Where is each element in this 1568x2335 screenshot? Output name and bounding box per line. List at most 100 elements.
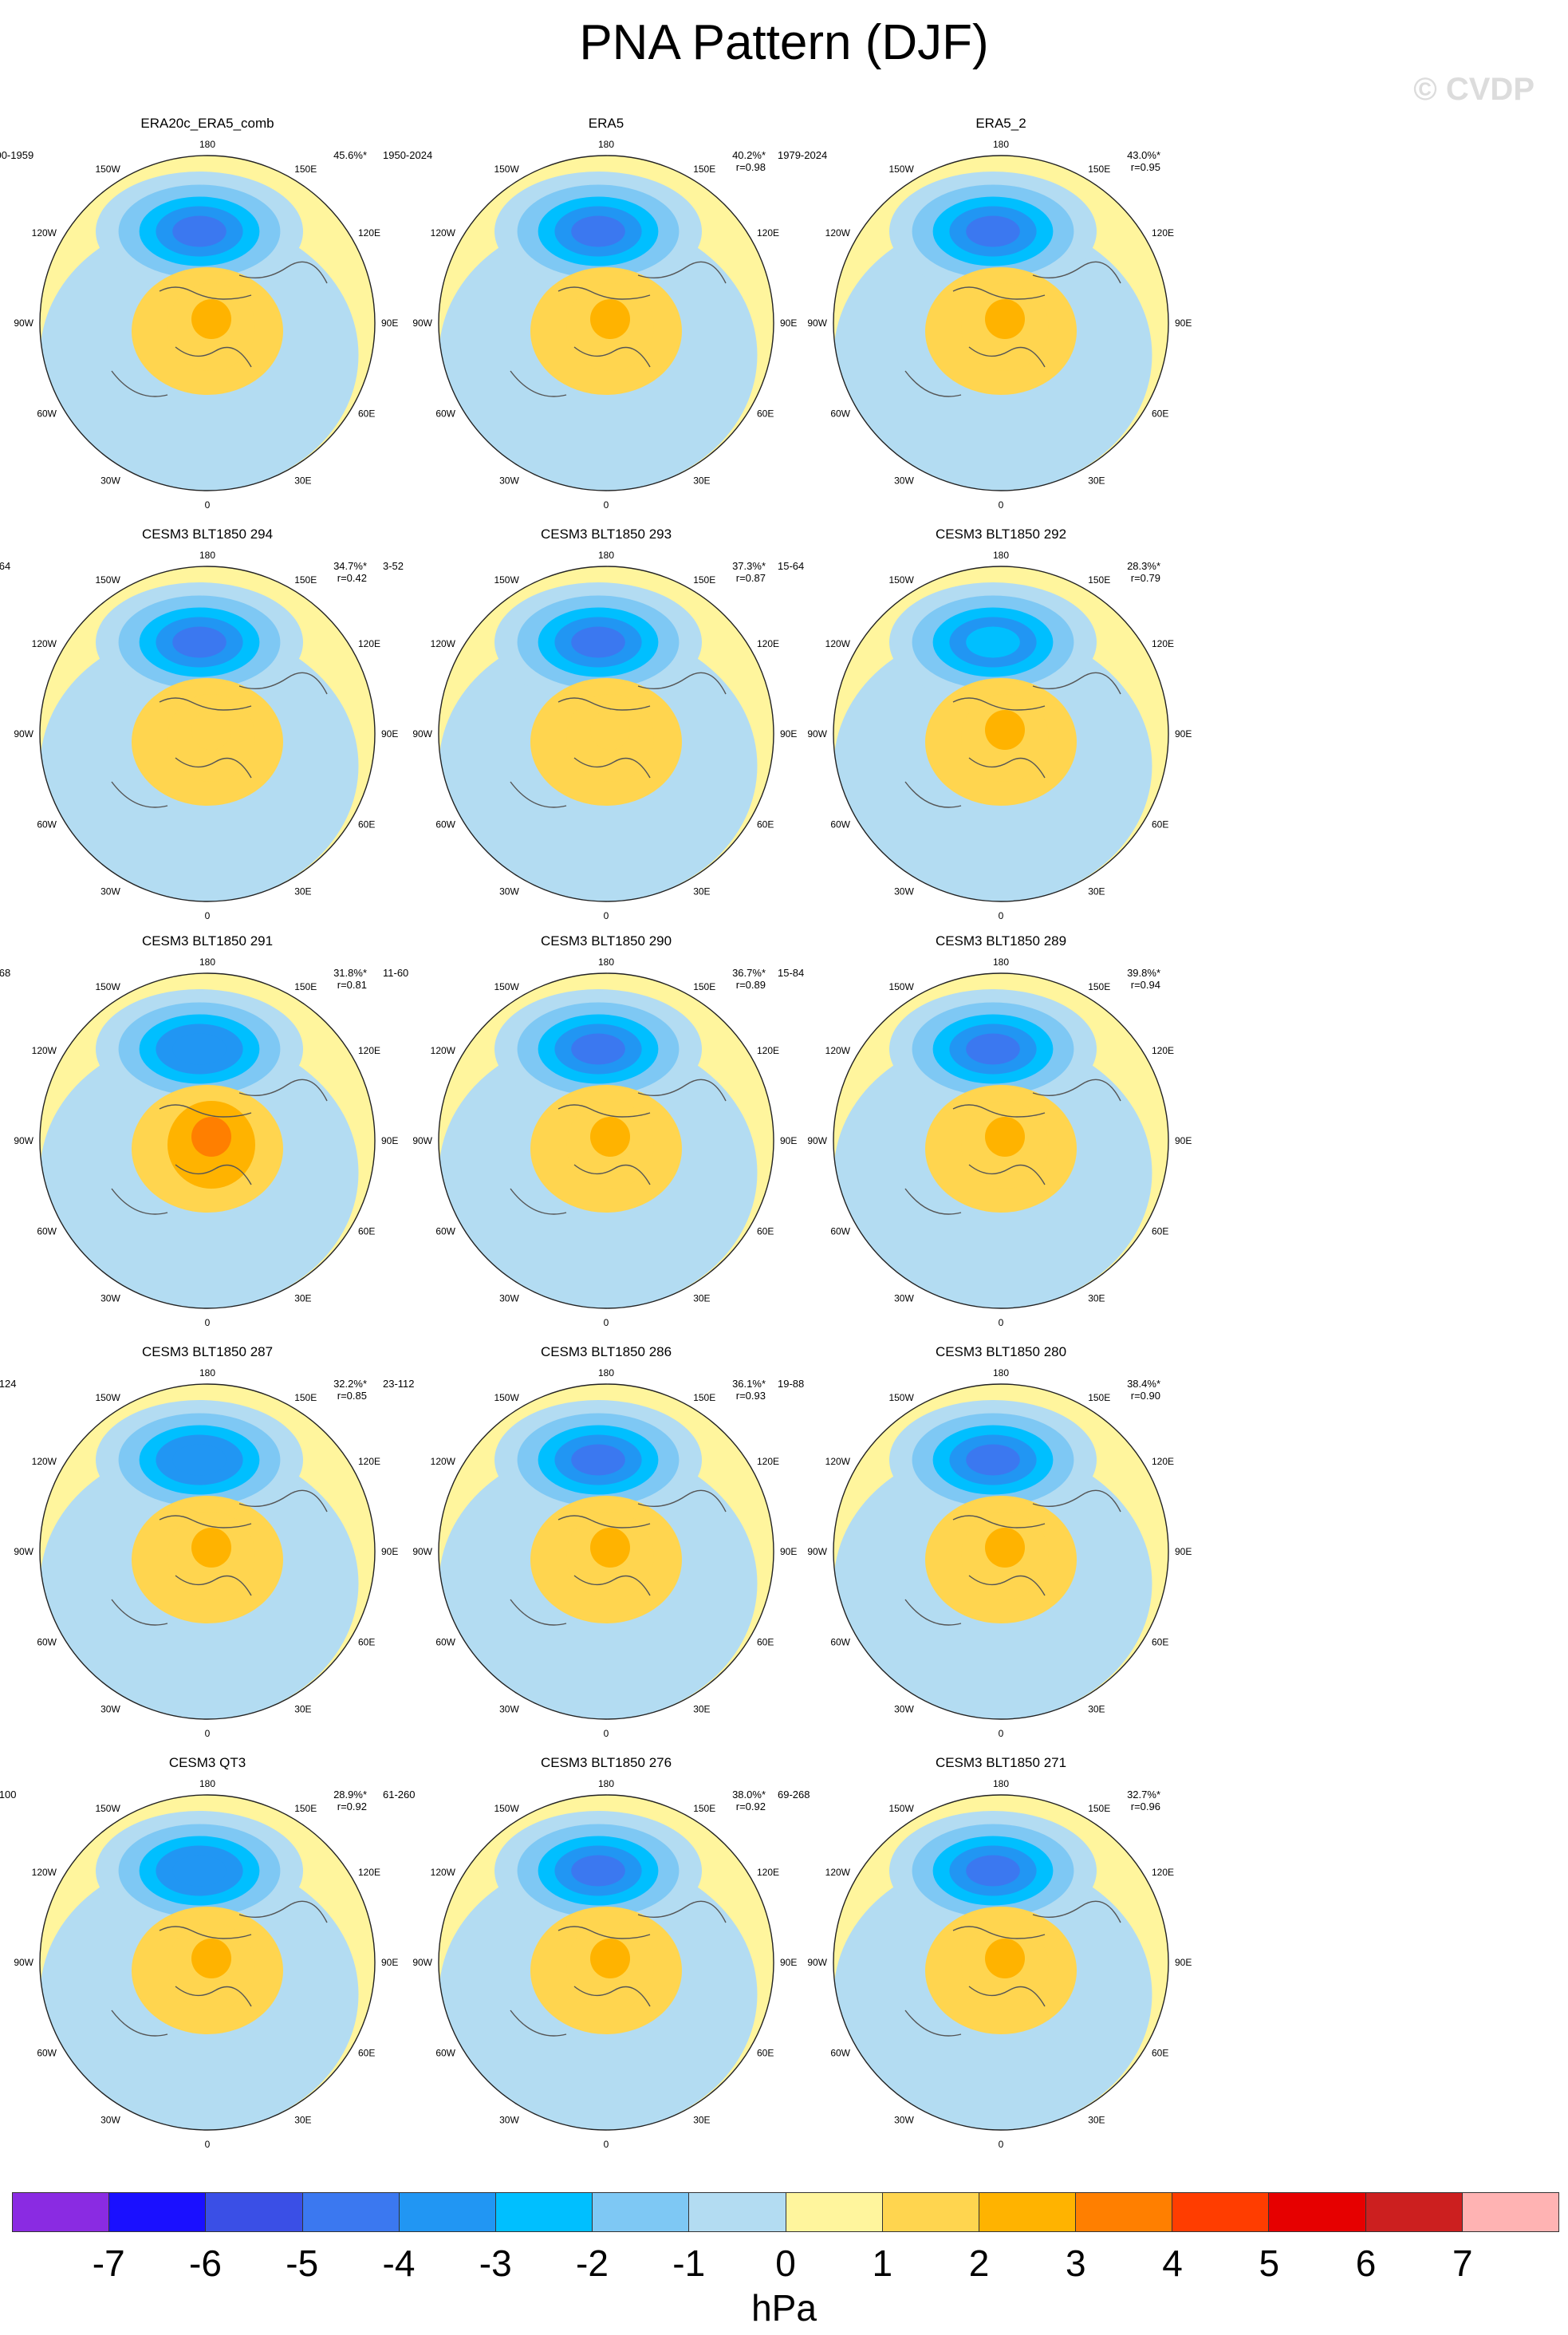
longitude-label: 150E	[1088, 1803, 1110, 1814]
panel-variance: 38.0%* r=0.92	[732, 1789, 766, 1812]
longitude-label: 60W	[830, 819, 850, 830]
variance-explained: 34.7%*	[333, 560, 367, 572]
longitude-label: 90W	[14, 1135, 33, 1146]
polar-map: 180 0 150W 150E 120W 120E 90W 90E 60W 60E 30W 30E	[412, 956, 797, 1328]
colorbar-tick-label: -6	[189, 2242, 222, 2284]
map-border	[833, 1383, 1169, 1720]
variance-explained: 39.8%*	[1127, 967, 1160, 979]
pattern-correlation: r=0.85	[337, 1390, 367, 1402]
map-panel: CESM3 BLT1850 280 19-88 38.4%* r=0.90 180 0 15…	[762, 1344, 1240, 1743]
longitude-label: 90W	[807, 318, 827, 329]
longitude-label: 30E	[294, 475, 311, 487]
longitude-label: 180	[199, 1778, 215, 1789]
longitude-label: 30W	[894, 2115, 914, 2126]
pattern-correlation: r=0.79	[1130, 572, 1160, 584]
field-positive-center	[590, 1117, 630, 1157]
colorbar-tick-label: 2	[968, 2242, 990, 2284]
longitude-label: 0	[999, 499, 1004, 511]
variance-explained: 32.2%*	[333, 1378, 367, 1390]
longitude-label: 60W	[37, 819, 57, 830]
panel-title: ERA5_2	[975, 116, 1026, 131]
longitude-label: 60E	[358, 2048, 375, 2059]
longitude-label: 60E	[757, 408, 774, 420]
map-border	[39, 566, 376, 902]
longitude-label: 180	[598, 1778, 614, 1789]
longitude-label: 0	[205, 499, 211, 511]
longitude-label: 150W	[95, 981, 120, 992]
longitude-label: 90W	[807, 728, 827, 740]
field-positive-center	[590, 1939, 630, 1978]
longitude-label: 120W	[32, 1456, 57, 1467]
longitude-label: 0	[604, 1728, 609, 1739]
field-negative-center	[172, 215, 227, 247]
field-negative-center	[966, 626, 1020, 658]
longitude-label: 90E	[780, 1546, 797, 1557]
map-border	[438, 155, 774, 491]
longitude-label: 180	[993, 550, 1009, 561]
coastline	[904, 261, 1121, 397]
variance-explained: 28.3%*	[1127, 560, 1160, 572]
map-panel: CESM3 BLT1850 271 69-268 32.7%* r=0.96 180 0 1…	[762, 1755, 1240, 2154]
colorbar-cell	[1462, 2193, 1558, 2231]
longitude-label: 90E	[1175, 318, 1192, 329]
polar-map: 180 0 150W 150E 120W 120E 90W 90E 60W 60E 30W 30E	[807, 956, 1192, 1328]
longitude-label: 150W	[494, 981, 519, 992]
longitude-label: 30W	[894, 1704, 914, 1715]
field-negative-center	[966, 1033, 1020, 1065]
panel-period: 15-64	[778, 560, 805, 572]
longitude-label: 150E	[1088, 981, 1110, 992]
colorbar-cell	[1365, 2193, 1463, 2231]
field-negative-center	[172, 1444, 227, 1476]
coastline	[904, 1489, 1121, 1626]
coastline	[510, 1489, 727, 1626]
panel-period: 69-268	[778, 1789, 810, 1801]
coastline	[111, 1489, 328, 1626]
map-panel: CESM3 QT321-10028.9%*r=0.921800150W150E1…	[0, 1755, 447, 2154]
colorbar-ticks: -7 -6 -5 -4 -3 -2 -1 0 1 2 3 4 5 6 7	[12, 2242, 1559, 2290]
longitude-label: 60E	[1152, 1226, 1168, 1237]
longitude-label: 180	[598, 1367, 614, 1379]
map-border	[438, 1383, 774, 1720]
colorbar-tick-label: -4	[382, 2242, 416, 2284]
colorbar-tick-label: 7	[1452, 2242, 1473, 2284]
colorbar-tick-label: 5	[1259, 2242, 1280, 2284]
longitude-label: 60W	[37, 1226, 57, 1237]
panel-variance: 34.7%* r=0.42	[333, 560, 367, 584]
pattern-correlation: r=0.42	[337, 572, 367, 584]
longitude-label: 120W	[32, 227, 57, 239]
longitude-label: 90E	[381, 1546, 398, 1557]
panel-title: CESM3 QT3	[168, 1755, 246, 1770]
colorbar-cell	[109, 2193, 207, 2231]
colorbar	[12, 2192, 1559, 2232]
longitude-label: 150E	[1088, 574, 1110, 586]
coastline	[111, 1900, 328, 2037]
longitude-label: 60W	[435, 819, 455, 830]
longitude-label: 180	[199, 1367, 215, 1379]
longitude-label: 30W	[499, 2115, 519, 2126]
longitude-label: 30W	[100, 475, 120, 487]
panel-variance: 36.7%* r=0.89	[732, 967, 766, 991]
longitude-label: 120E	[1152, 1045, 1174, 1056]
longitude-label: 120E	[1152, 638, 1174, 649]
polar-map: 180 0 150W 150E 120W 120E 90W 90E 60W 60E 30W 30E	[412, 139, 797, 511]
colorbar-cell	[495, 2193, 593, 2231]
longitude-label: 120E	[757, 227, 779, 239]
longitude-label: 60W	[435, 1637, 455, 1648]
longitude-label: 30W	[894, 475, 914, 487]
field-positive-center	[590, 1528, 630, 1568]
longitude-label: 0	[999, 2139, 1004, 2150]
longitude-label: 150E	[1088, 164, 1110, 175]
longitude-label: 30E	[693, 1293, 710, 1304]
pattern-correlation: r=0.90	[1130, 1390, 1160, 1402]
colorbar-cell	[399, 2193, 496, 2231]
pattern-correlation: r=0.92	[337, 1801, 367, 1812]
longitude-label: 120W	[431, 1045, 456, 1056]
longitude-label: 150E	[294, 981, 317, 992]
longitude-label: 120E	[1152, 1456, 1174, 1467]
panel-period: 19-68	[0, 967, 11, 979]
panel-period: 1979-2024	[778, 149, 828, 161]
longitude-label: 90E	[381, 1135, 398, 1146]
longitude-label: 90E	[381, 1957, 398, 1968]
pattern-correlation: r=0.89	[735, 979, 766, 991]
longitude-label: 90E	[780, 728, 797, 740]
